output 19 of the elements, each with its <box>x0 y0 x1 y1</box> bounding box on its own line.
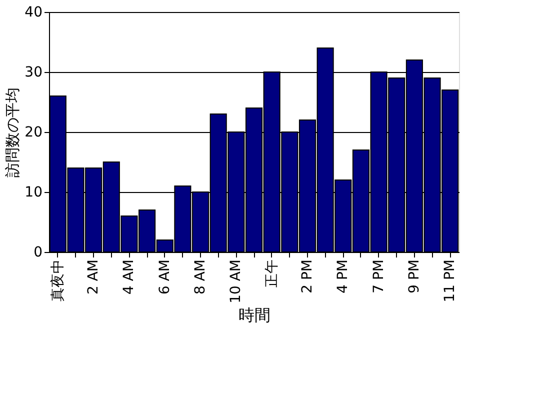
y-tick-label: 20 <box>24 124 42 140</box>
x-tick-label: 10 AM <box>228 260 244 304</box>
x-tick-label: 真夜中 <box>50 260 66 302</box>
x-tick-label: 正午 <box>264 260 280 288</box>
y-tick-label: 0 <box>34 244 42 260</box>
x-tick-label: 4 AM <box>121 260 138 295</box>
y-tick-label: 30 <box>24 64 42 80</box>
x-tick-label: 8 AM <box>192 260 209 295</box>
x-tick-label: 7 PM <box>370 260 387 294</box>
y-axis-title: 訪問数の平均 <box>4 88 22 178</box>
y-tick-label: 10 <box>24 184 42 200</box>
x-tick-label: 6 AM <box>156 260 173 295</box>
y-tick-label: 40 <box>24 4 42 20</box>
x-axis-title: 時間 <box>238 305 270 324</box>
x-tick-label: 4 PM <box>335 260 352 294</box>
x-tick-label: 2 AM <box>86 260 102 295</box>
x-tick-label: 2 PM <box>299 260 316 294</box>
x-tick-label: 9 PM <box>406 260 422 294</box>
x-tick-label: 11 PM <box>442 260 458 302</box>
